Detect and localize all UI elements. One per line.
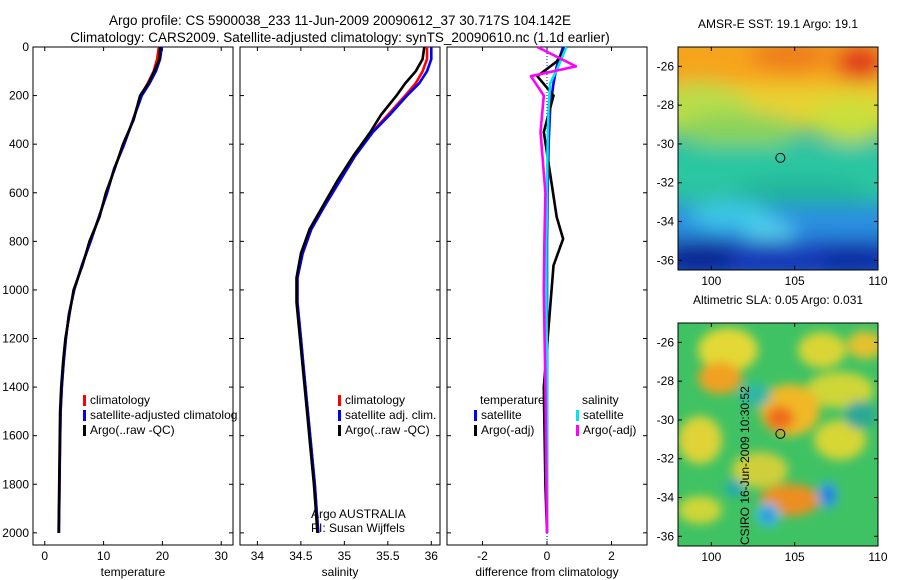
temperature-ytick-label-9: 1800 bbox=[2, 477, 29, 491]
difference-series-1 bbox=[535, 46, 568, 533]
difference-xlabel: difference from climatology bbox=[475, 565, 618, 579]
temperature-chart: 0 10 20 30 0 200 400 600 800 1000 1200 1400 1600 1800… bbox=[2, 40, 237, 579]
amsr-e-map-ytick-label-1: -28 bbox=[657, 98, 675, 112]
amsr-e-map-ytick-label-4: -34 bbox=[657, 215, 675, 229]
salinity-xtick-label-3: 35.5 bbox=[376, 549, 400, 563]
salinity-chart: 34 34.5 35 35.5 36 salinity climatologysatelli… bbox=[239, 46, 441, 579]
salinity-legend-1-swatch bbox=[338, 410, 341, 421]
salinity-xtick-label-0: 34 bbox=[251, 549, 265, 563]
temperature-ytick-label-2: 400 bbox=[9, 137, 29, 151]
amsr-e-map-xtick-label-2: 110 bbox=[868, 274, 887, 288]
altimetric-map-chart: 100 105 110 -26 -28 -30 -32 -34 -36 Altimetric SL… bbox=[657, 293, 888, 564]
difference-series-2 bbox=[545, 46, 568, 533]
salinity-series-2 bbox=[295, 46, 426, 533]
salinity-xtick-label-4: 36 bbox=[425, 549, 439, 563]
temperature-xlabel: temperature bbox=[101, 565, 166, 579]
temperature-ytick-label-3: 600 bbox=[9, 186, 29, 200]
temperature-ytick-label-5: 1000 bbox=[2, 283, 29, 297]
amsr-e-map-xtick-label-0: 100 bbox=[701, 274, 721, 288]
altimetric-sla-heatmap-field bbox=[678, 323, 878, 546]
temperature-ytick-label-8: 1600 bbox=[2, 429, 29, 443]
salinity-xtick-label-2: 35 bbox=[338, 549, 352, 563]
amsr-sst-heatmap-field bbox=[678, 47, 878, 270]
difference-chart: -2 0 2 difference from climatology temperatu… bbox=[446, 45, 648, 579]
difference-xtick-label-1: 0 bbox=[544, 549, 551, 563]
salinity-legend-0-label: climatology bbox=[345, 393, 405, 407]
altimetric-map-title: Altimetric SLA: 0.05 Argo: 0.031 bbox=[693, 293, 863, 307]
amsr-e-map-xtick-label-1: 105 bbox=[785, 274, 805, 288]
temperature-legend-0-label: climatology bbox=[90, 393, 150, 407]
salinity-xlabel: salinity bbox=[322, 565, 359, 579]
altimetric-map-xtick-label-2: 110 bbox=[868, 550, 887, 564]
chart-title-line-2: Climatology: CARS2009. Satellite-adjuste… bbox=[70, 30, 610, 45]
salinity-legend-2-label: Argo(..raw -QC) bbox=[345, 423, 430, 437]
difference-series-3 bbox=[529, 45, 578, 533]
difference-legend-3-swatch bbox=[576, 425, 579, 436]
temperature-legend-1-swatch bbox=[83, 410, 86, 421]
temperature-ytick-label-4: 800 bbox=[9, 234, 29, 248]
difference-xtick-label-2: 2 bbox=[608, 549, 615, 563]
temperature-xtick-label-1: 10 bbox=[97, 549, 111, 563]
altimetric-map-xtick-label-1: 105 bbox=[785, 550, 805, 564]
difference-legend-2-label: satellite bbox=[583, 408, 624, 422]
difference-legend-2-swatch bbox=[576, 410, 579, 421]
salinity-legend-1-label: satellite adj. clim. bbox=[345, 408, 436, 422]
salinity-legend-0-swatch bbox=[338, 395, 341, 406]
difference-legend-3-label: Argo(-adj) bbox=[583, 423, 636, 437]
amsr-e-map-ytick-label-5: -36 bbox=[657, 253, 675, 267]
temperature-xtick-label-2: 20 bbox=[156, 549, 170, 563]
temperature-legend-2-swatch bbox=[83, 425, 86, 436]
amsr-e-map-title: AMSR-E SST: 19.1 Argo: 19.1 bbox=[698, 17, 858, 31]
csiro-timestamp: CSIRO 16-Jun-2009 10:30:52 bbox=[738, 386, 753, 545]
difference-legend-0-label: satellite bbox=[481, 408, 522, 422]
temperature-xtick-label-0: 0 bbox=[41, 549, 48, 563]
temperature-ytick-label-6: 1200 bbox=[2, 332, 29, 346]
temperature-legend-1-label: satellite-adjusted climatolog bbox=[90, 408, 237, 422]
altimetric-map-ytick-label-3: -32 bbox=[657, 452, 675, 466]
difference-legend-1-label: Argo(-adj) bbox=[481, 423, 534, 437]
temperature-ytick-label-7: 1400 bbox=[2, 380, 29, 394]
salinity-plot-frame bbox=[239, 46, 441, 546]
amsr-e-map-ytick-label-3: -32 bbox=[657, 176, 675, 190]
salinity-series-0 bbox=[296, 47, 429, 533]
temperature-ytick-label-10: 2000 bbox=[2, 526, 29, 540]
amsr-sst-map-frame bbox=[677, 46, 879, 271]
salinity-annotation-1: PI: Susan Wijffels bbox=[311, 521, 405, 535]
temperature-plot-frame bbox=[32, 46, 234, 546]
altimetric-map-ytick-label-5: -36 bbox=[657, 529, 675, 543]
temperature-ytick-label-1: 200 bbox=[9, 89, 29, 103]
temperature-legend-0-swatch bbox=[83, 395, 86, 406]
altimetric-map-ytick-label-4: -34 bbox=[657, 491, 675, 505]
altimetric-map-xtick-label-0: 100 bbox=[701, 550, 721, 564]
altimetric-map-ytick-label-1: -28 bbox=[657, 374, 675, 388]
difference-legend-header-0: temperature bbox=[480, 393, 545, 407]
altimetric-sla-map-frame bbox=[677, 322, 879, 547]
amsr-e-map-argo-location-marker bbox=[775, 152, 786, 163]
salinity-series-1 bbox=[296, 47, 433, 533]
amsr-e-map-ytick-label-0: -26 bbox=[657, 59, 675, 73]
altimetric-map-ytick-label-2: -30 bbox=[657, 413, 675, 427]
difference-xtick-label-0: -2 bbox=[477, 549, 488, 563]
difference-legend-1-swatch bbox=[474, 425, 477, 436]
temperature-xtick-label-3: 30 bbox=[215, 549, 229, 563]
difference-legend-0-swatch bbox=[474, 410, 477, 421]
salinity-legend-2-swatch bbox=[338, 425, 341, 436]
altimetric-map-ytick-label-0: -26 bbox=[657, 335, 675, 349]
amsr-e-map-ytick-label-2: -30 bbox=[657, 137, 675, 151]
salinity-xtick-label-1: 34.5 bbox=[289, 549, 313, 563]
difference-legend-header-1: salinity bbox=[582, 393, 619, 407]
chart-title-line-1: Argo profile: CS 5900038_233 11-Jun-2009… bbox=[108, 13, 572, 28]
amsr-e-map-chart: 100 105 110 -26 -28 -30 -32 -34 -36 AMSR-E SST: 1… bbox=[657, 17, 888, 288]
temperature-legend-2-label: Argo(..raw -QC) bbox=[90, 423, 175, 437]
altimetric-map-argo-location-marker bbox=[775, 428, 786, 439]
temperature-ytick-label-0: 0 bbox=[22, 40, 29, 54]
temperature-series-2 bbox=[57, 46, 162, 533]
salinity-annotation-0: Argo AUSTRALIA bbox=[311, 507, 406, 521]
